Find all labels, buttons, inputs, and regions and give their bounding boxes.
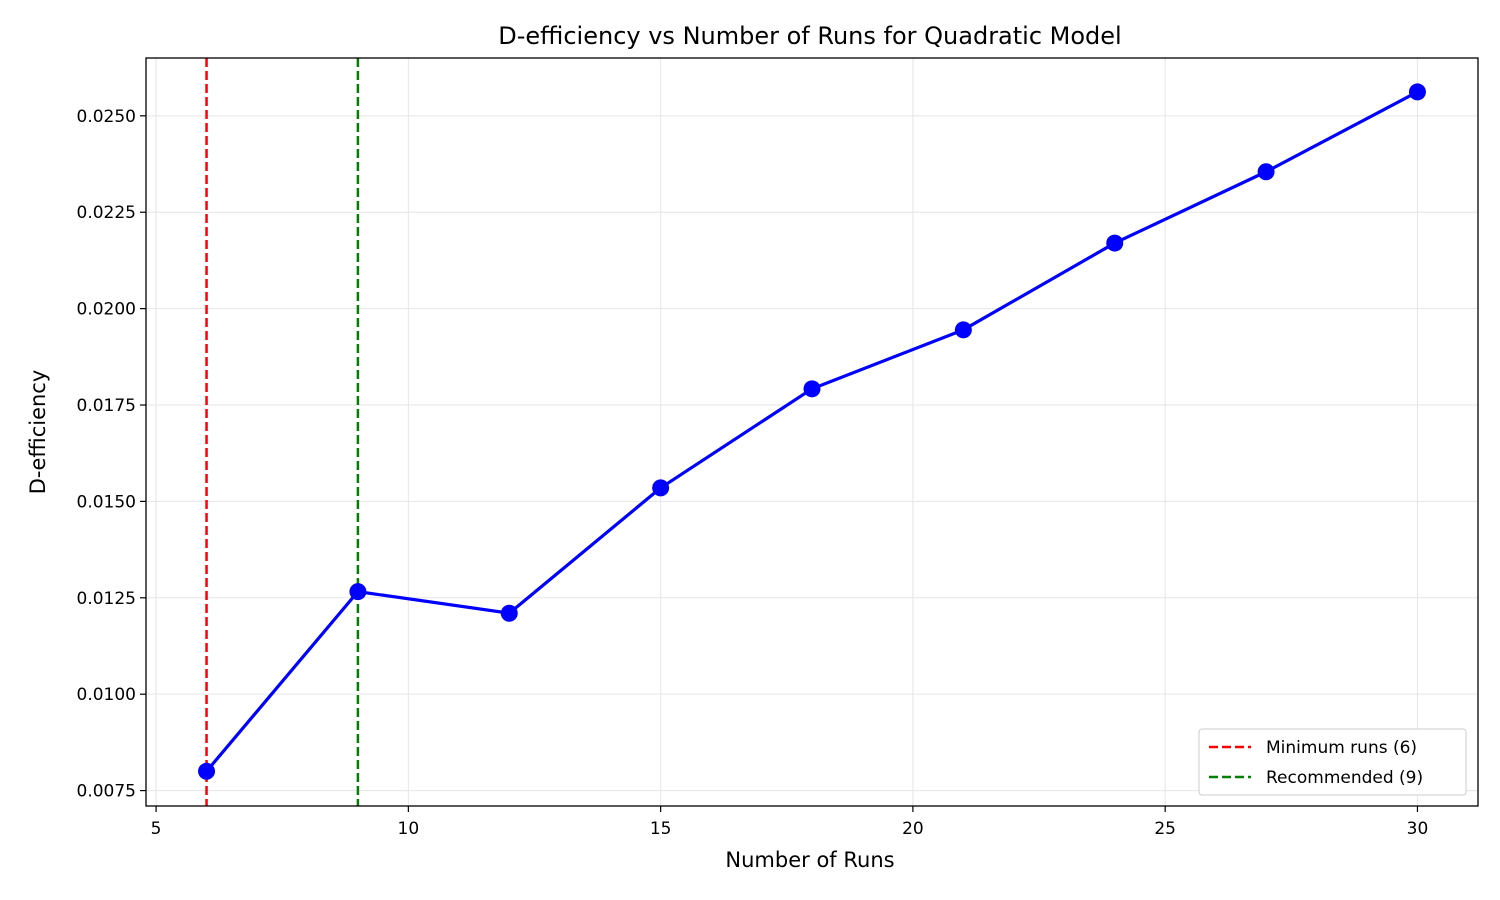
y-axis-title: D-efficiency xyxy=(26,370,50,495)
data-point xyxy=(349,583,367,601)
data-point xyxy=(954,321,972,339)
data-point xyxy=(652,479,670,497)
y-tick-label: 0.0175 xyxy=(77,396,136,416)
legend-label-minimum-runs: Minimum runs (6) xyxy=(1266,738,1417,758)
x-axis-title: Number of Runs xyxy=(725,848,894,872)
y-tick-label: 0.0250 xyxy=(77,107,136,127)
y-tick-label: 0.0100 xyxy=(77,685,136,705)
y-tick-label: 0.0200 xyxy=(77,300,136,320)
legend-label-recommended: Recommended (9) xyxy=(1266,768,1423,788)
data-point xyxy=(803,380,821,398)
x-tick-label: 15 xyxy=(650,819,672,839)
chart-title: D-efficiency vs Number of Runs for Quadr… xyxy=(498,22,1121,50)
data-point xyxy=(1106,234,1124,252)
legend-box xyxy=(1198,728,1467,796)
y-tick-label: 0.0125 xyxy=(77,589,136,609)
y-tick-label: 0.0075 xyxy=(77,782,136,802)
x-tick-label: 25 xyxy=(1154,819,1176,839)
x-tick-label: 5 xyxy=(151,819,162,839)
y-tick-label: 0.0150 xyxy=(77,492,136,512)
data-series xyxy=(198,83,1426,780)
data-point xyxy=(500,604,518,622)
y-axis-ticks: 0.0075 0.0100 0.0125 0.0150 0.0175 0.0200 0.02… xyxy=(77,107,146,802)
legend: Minimum runs (6) Recommended (9) xyxy=(1198,728,1467,796)
x-tick-label: 30 xyxy=(1407,819,1429,839)
x-tick-label: 20 xyxy=(902,819,924,839)
grid xyxy=(146,58,1478,806)
y-tick-label: 0.0225 xyxy=(77,203,136,223)
reference-lines xyxy=(205,58,360,806)
x-tick-label: 10 xyxy=(398,819,420,839)
data-point xyxy=(1408,83,1426,101)
data-point xyxy=(198,762,216,780)
x-axis-ticks: 5 10 15 20 25 30 xyxy=(151,806,1429,839)
plot-frame xyxy=(145,57,1479,807)
data-point xyxy=(1257,163,1275,181)
